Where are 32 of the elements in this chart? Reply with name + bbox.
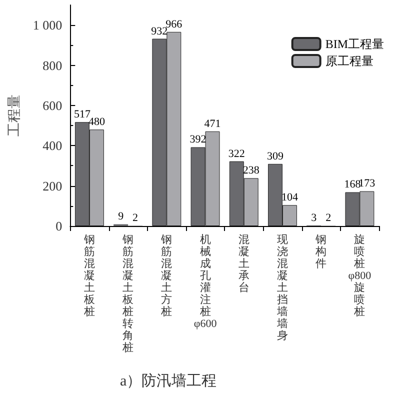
x-tick-label: 机械成孔灌注桩φ600 [194,234,218,330]
data-label: 480 [88,116,106,128]
x-tick-label: 钢构件 [314,234,327,270]
data-label: 9 [118,210,124,223]
y-tick-label: 800 [42,58,62,73]
x-tick-label: 混凝土承台 [238,234,250,294]
data-label: 168 [344,178,362,191]
data-label: 3 [311,212,318,224]
y-tick-label: 600 [42,98,62,113]
x-tick-label: 钢筋混凝土板桩 [82,234,95,318]
data-label: 966 [166,18,183,30]
text: a）防汛墙工程 [120,372,217,390]
data-label: 932 [151,25,168,38]
data-label: 2 [132,212,138,224]
y-tick-label: 0 [56,218,62,234]
data-label: 104 [281,192,298,204]
legend-label: BIM工程量 [325,37,384,51]
data-label: 322 [228,148,245,160]
category-label: 现浇混凝土挡墙墙身 [276,234,288,342]
x-tick-label: 旋喷桩φ800旋喷桩 [348,233,372,318]
data-label: 471 [204,118,221,130]
data-label: 173 [358,178,376,190]
y-axis-title: 工程量 [8,94,22,136]
y-tick-label: 1 000 [32,18,62,33]
y-tick-label: 400 [42,138,62,154]
y-tick-label: 200 [42,178,62,194]
category-label: 钢筋混凝土板桩转角桩 [122,234,134,354]
legend-label: 原工程量 [325,54,374,68]
data-label: 2 [326,212,332,224]
x-tick-label: 钢筋混凝土方桩 [160,234,172,318]
data-label: 517 [74,108,91,121]
data-label: 309 [266,150,284,162]
